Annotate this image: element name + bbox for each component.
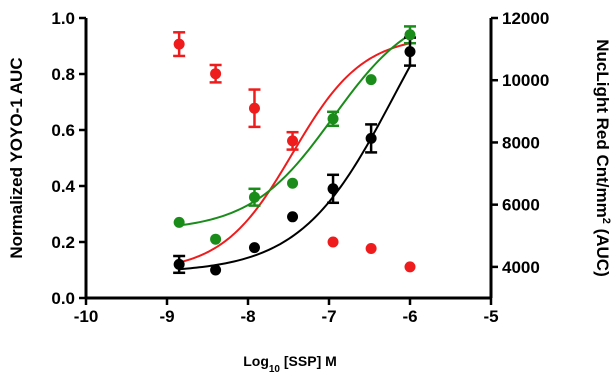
x-tick-label: -8 [240, 307, 255, 326]
series-2-point [248, 242, 260, 254]
x-tick-label: -7 [321, 307, 336, 326]
x-tick-label: -5 [483, 307, 498, 326]
x-axis-title-log: Log [243, 353, 269, 369]
series-1-point [173, 216, 185, 228]
x-tick-label: -10 [74, 307, 99, 326]
y-right-tick-label: 12000 [502, 9, 549, 28]
series-1-point [248, 191, 260, 203]
y-axis-right-title-unit: (AUC) [593, 224, 612, 277]
y-axis-left-title: Normalized YOYO-1 AUC [7, 57, 26, 258]
series-2-point [210, 264, 222, 276]
series-1-point [404, 29, 416, 41]
series-2-point [365, 132, 377, 144]
points-layer [173, 29, 416, 276]
y-left-tick-label: 0.0 [51, 289, 75, 308]
series-1-point [287, 177, 299, 189]
y-right-tick-label: 6000 [502, 196, 540, 215]
y-left-tick-label: 0.8 [51, 65, 75, 84]
y-right-tick-label: 8000 [502, 133, 540, 152]
y-axis-right-title-main: NucLight Red Cnt/mm [593, 39, 612, 218]
y-left-tick-label: 0.2 [51, 233, 75, 252]
series-1-point [210, 233, 222, 245]
y-axis-right-title: NucLight Red Cnt/mm2 (AUC) [593, 39, 612, 277]
series-2-point [404, 46, 416, 58]
series-0-point [248, 102, 260, 114]
series-1-point [365, 74, 377, 86]
y-right-tick-label: 10000 [502, 71, 549, 90]
series-0-point [327, 236, 339, 248]
y-left-tick-label: 0.4 [51, 177, 75, 196]
series-0-point [173, 38, 185, 50]
series-2-point [287, 211, 299, 223]
series-0-point [210, 68, 222, 80]
x-tick-label: -9 [159, 307, 174, 326]
series-2-point [327, 183, 339, 195]
x-axis-title-rest: [SSP] M [280, 353, 337, 369]
x-axis-title-sub: 10 [269, 364, 281, 372]
x-axis-title: Log10 [SSP] M [243, 353, 337, 372]
series-1-fit-curve [179, 33, 411, 227]
y-left-tick-label: 1.0 [51, 9, 75, 28]
series-0-point [365, 243, 377, 255]
series-0-point [404, 261, 416, 273]
y-axis-right-title-sup: 2 [600, 218, 612, 224]
x-tick-label: -6 [402, 307, 417, 326]
series-2-point [173, 258, 185, 270]
y-right-tick-label: 4000 [502, 258, 540, 277]
y-left-tick-label: 0.6 [51, 121, 75, 140]
series-0-point [287, 135, 299, 147]
series-1-point [327, 113, 339, 125]
